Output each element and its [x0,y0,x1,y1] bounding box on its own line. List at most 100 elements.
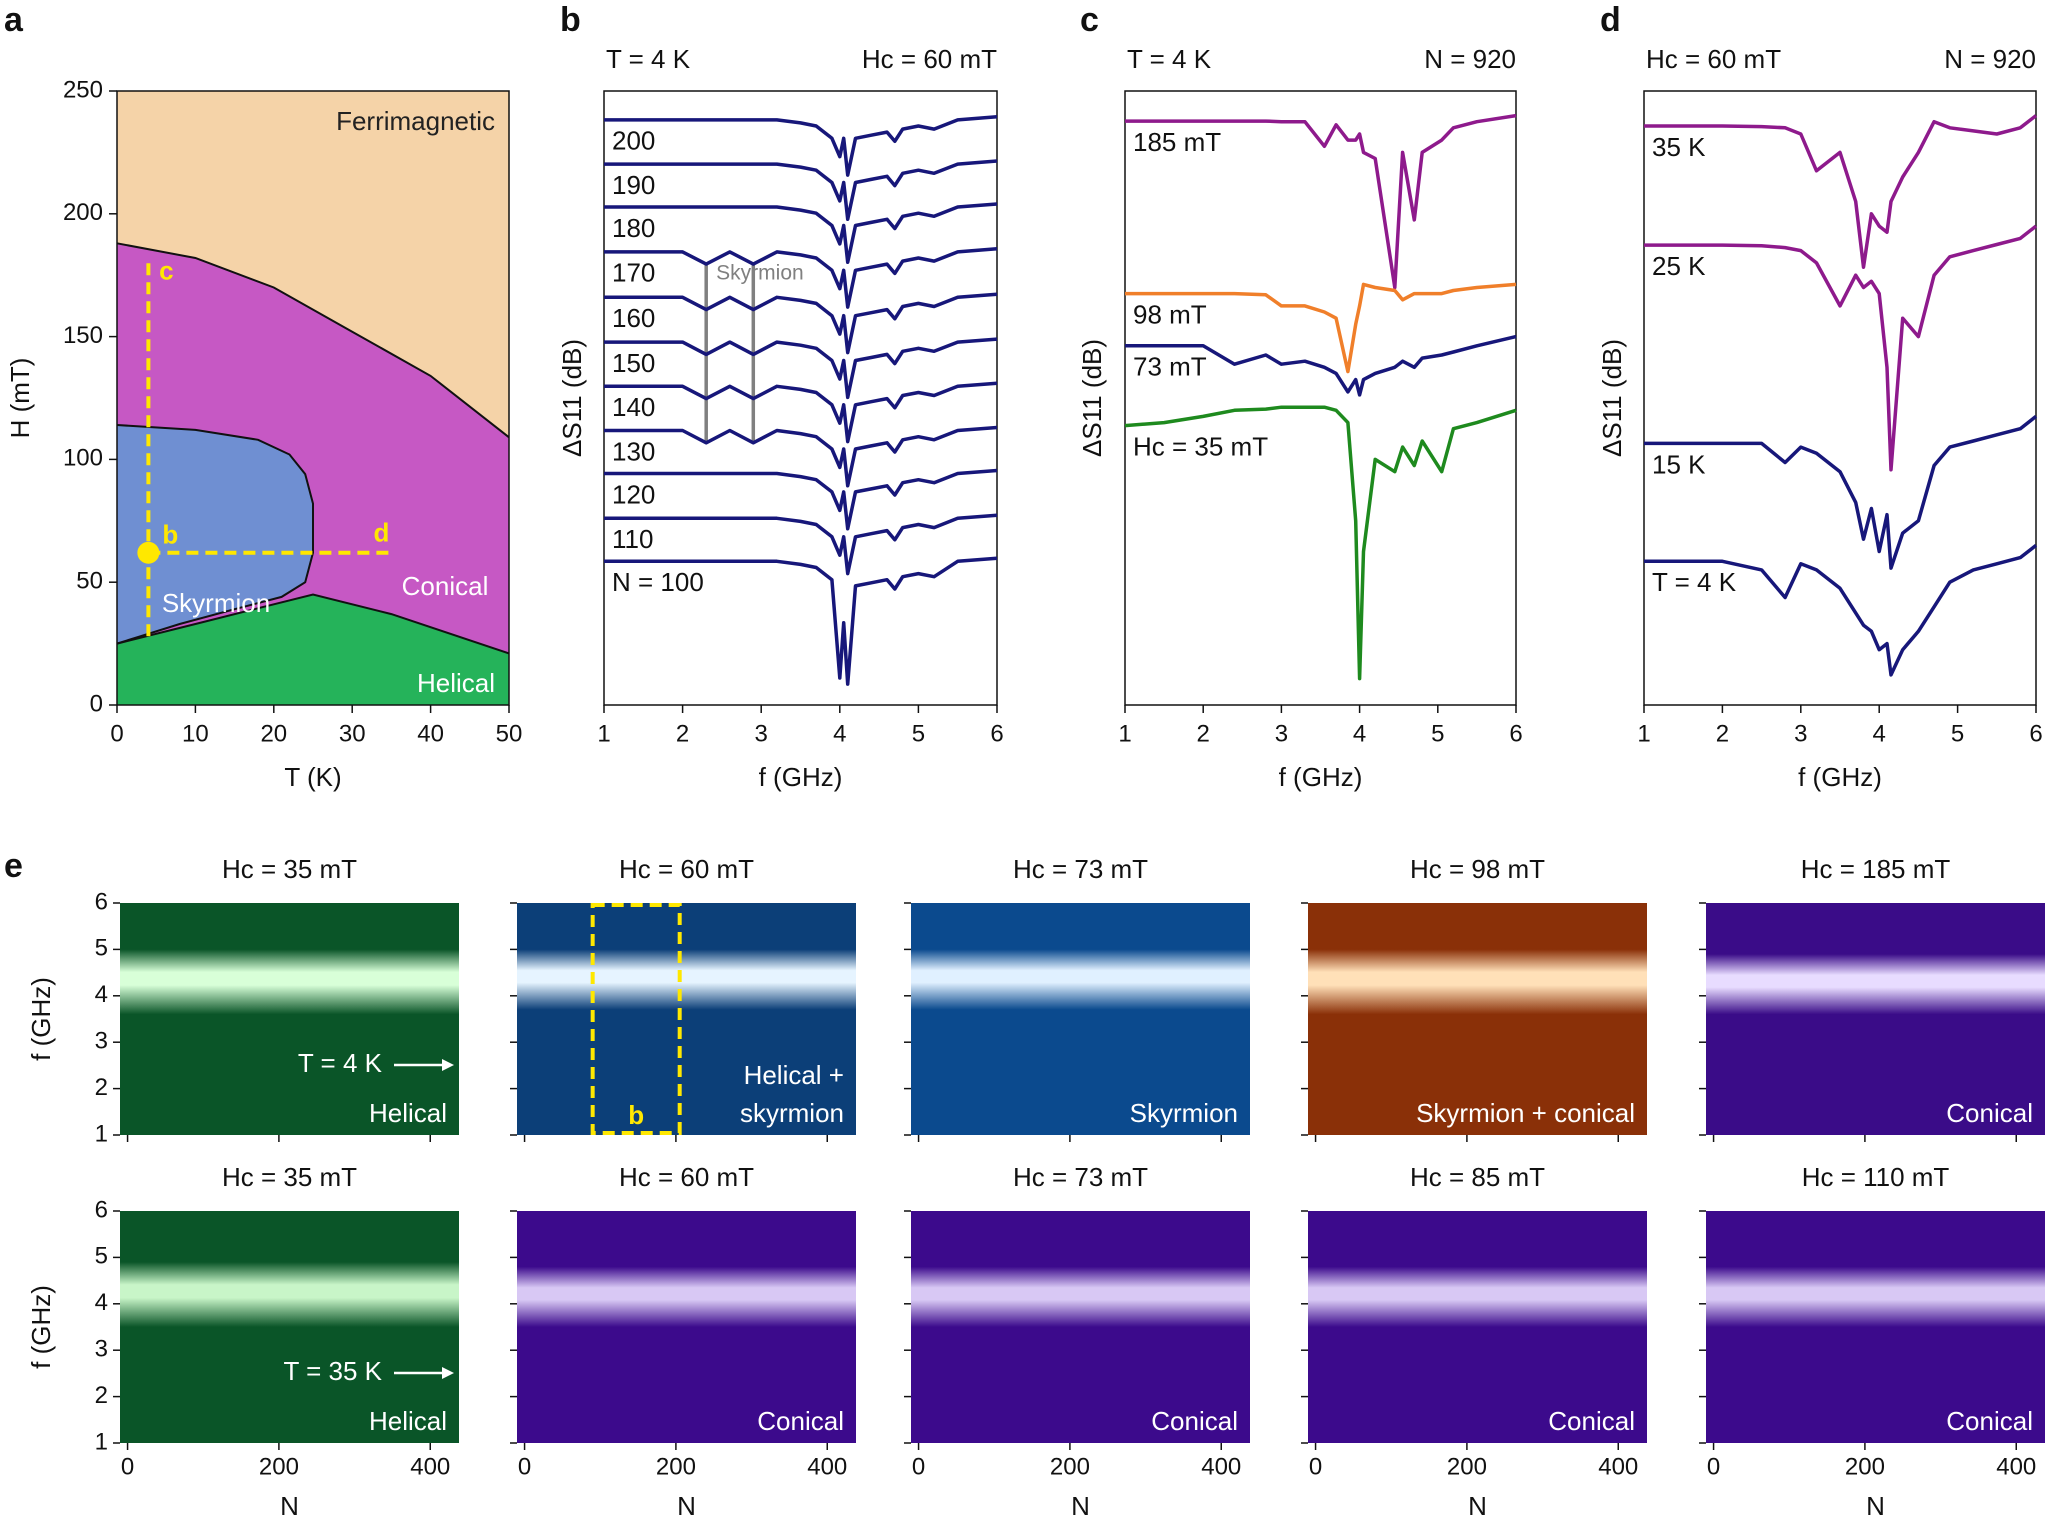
heatmap-background [517,903,856,1135]
trace-label: 130 [612,436,655,466]
plot-frame [1643,90,2037,706]
trace-label: 35 K [1652,132,1706,162]
plot-frame [603,90,998,706]
x-axis-label: N [1866,1491,1885,1521]
x-tick-label: 400 [410,1453,450,1480]
x-tick-label: 5 [912,720,925,747]
heatmap-background [911,903,1250,1135]
path-label: d [373,518,389,548]
x-axis-label: f (GHz) [1798,762,1882,792]
plot-frame [1124,90,1517,706]
x-tick-label: 0 [110,720,123,747]
panel-letter: d [1600,1,1621,39]
trace-label: 200 [612,126,655,156]
x-tick-label: 400 [807,1453,847,1480]
heatmap-title: Hc = 73 mT [1013,854,1148,884]
heatmap-background [120,903,459,1135]
trace [1644,114,2038,269]
trace-label: 170 [612,258,655,288]
x-tick-label: 200 [656,1453,696,1480]
y-axis-label: ΔS11 (dB) [557,339,587,457]
y-tick-label: 6 [95,888,108,915]
region-label: Ferrimagnetic [336,106,495,136]
x-tick-label: 0 [518,1453,531,1480]
heatmap-note: Skyrmion [1130,1098,1238,1128]
trace-label: T = 4 K [1652,567,1737,597]
y-tick-label: 200 [63,199,103,226]
panel-letter: b [560,1,581,39]
x-tick-label: 4 [1873,720,1886,747]
y-tick-label: 100 [63,445,103,472]
heatmap-band [1706,954,2045,1015]
heatmap-band [1308,1266,1647,1327]
y-tick-label: 2 [95,1382,108,1409]
heatmap-band [911,1266,1250,1327]
heatmap-note: Helical [369,1406,447,1436]
trace [604,115,998,177]
x-tick-label: 200 [1050,1453,1090,1480]
x-tick-label: 200 [1845,1453,1885,1480]
x-tick-label: 400 [1996,1453,2036,1480]
x-tick-label: 1 [1118,720,1131,747]
heatmap-title: Hc = 110 mT [1802,1162,1950,1192]
region-helical [117,594,509,705]
note-left: T = 4 K [606,44,691,74]
heatmap-title: Hc = 60 mT [619,1162,754,1192]
region-skyrmion [117,425,313,644]
x-tick-label: 6 [2029,720,2042,747]
x-axis-label: f (GHz) [1279,762,1363,792]
trace-label: 150 [612,348,655,378]
y-tick-label: 0 [90,690,103,717]
trace [604,381,998,444]
measurement-point [137,541,160,564]
trace [604,159,998,222]
x-tick-label: 50 [496,720,523,747]
y-axis-label: H (mT) [5,358,35,439]
x-tick-label: 0 [121,1453,134,1480]
trace-label: 110 [612,524,653,554]
x-tick-label: 400 [1598,1453,1638,1480]
x-axis-label: N [280,1491,299,1521]
y-tick-label: 3 [95,1028,108,1055]
region-label: Conical [402,571,489,601]
heatmap-note: Helical [369,1098,447,1128]
x-axis-label: N [677,1491,696,1521]
trace [604,292,998,355]
x-tick-label: 2 [1197,720,1210,747]
x-axis-label: N [1468,1491,1487,1521]
x-tick-label: 2 [676,720,689,747]
trace [604,425,998,488]
trace-label: N = 100 [612,567,704,597]
trace [1125,282,1517,374]
annotation: Skyrmion [716,261,804,284]
y-axis-label: f (GHz) [26,977,56,1061]
note-left: Hc = 60 mT [1646,44,1781,74]
heatmap-note: Helical + [744,1060,844,1090]
trace [1644,544,2038,677]
trace [1125,334,1517,397]
heatmap-title: Hc = 60 mT [619,854,754,884]
x-axis-label: N [1071,1491,1090,1521]
heatmap-title: Hc = 185 mT [1801,854,1951,884]
trace-label: 180 [612,213,655,243]
heatmap-band [1706,1266,2045,1327]
trace [1125,113,1517,290]
heatmap-band [1308,949,1647,1015]
heatmap-note: Skyrmion + conical [1416,1098,1635,1128]
trace [604,556,998,686]
y-tick-label: 2 [95,1074,108,1101]
arrow-label: T = 4 K [298,1048,383,1078]
heatmap-note: Conical [1548,1406,1635,1436]
panel-letter: e [4,847,23,885]
x-tick-label: 200 [1447,1453,1487,1480]
y-tick-label: 3 [95,1336,108,1363]
heatmap-band [120,1262,459,1327]
x-tick-label: 0 [1309,1453,1322,1480]
trace-label: 98 mT [1133,299,1207,329]
x-tick-label: 20 [260,720,287,747]
note-left: T = 4 K [1127,44,1212,74]
path-label: c [159,255,173,285]
y-axis-label: ΔS11 (dB) [1597,339,1627,457]
trace [604,337,998,400]
x-tick-label: 1 [597,720,610,747]
